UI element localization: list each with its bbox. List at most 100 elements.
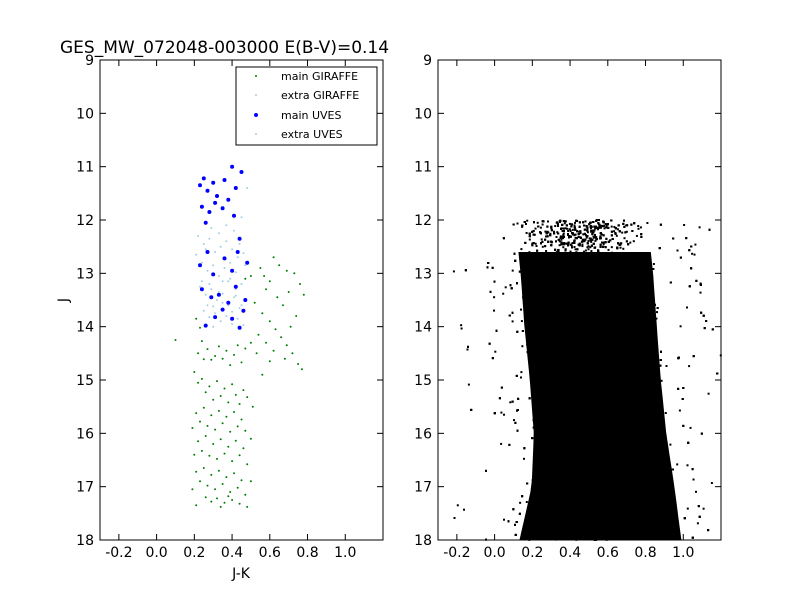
data-point: [238, 403, 241, 405]
data-point: [221, 483, 224, 485]
data-point: [223, 267, 226, 269]
legend-label-extra-giraffe: extra GIRAFFE: [281, 89, 359, 102]
data-point: [562, 237, 565, 240]
right-panel: -0.2 0.0 0.2 0.4 0.6 0.8 1.0 91011121314151617…: [414, 53, 722, 561]
data-point: [215, 194, 219, 198]
right-points: [452, 219, 722, 541]
data-point: [217, 275, 220, 277]
data-point: [205, 250, 210, 254]
data-point: [656, 311, 658, 314]
data-point: [205, 188, 210, 193]
data-point: [603, 227, 606, 230]
data-point: [558, 240, 561, 243]
data-point: [244, 429, 247, 432]
data-point: [200, 261, 203, 264]
data-point: [602, 243, 605, 246]
data-point: [240, 479, 243, 482]
data-point: [202, 309, 205, 312]
data-point: [528, 238, 531, 241]
data-point: [584, 220, 587, 223]
data-point: [232, 213, 236, 218]
data-point: [206, 348, 209, 351]
data-point: [613, 230, 616, 233]
data-point: [579, 232, 582, 235]
data-point: [688, 365, 691, 368]
data-point: [238, 243, 241, 245]
data-point: [233, 411, 235, 413]
data-point: [541, 223, 544, 226]
data-point: [199, 287, 204, 292]
data-point: [225, 240, 228, 243]
data-point: [556, 231, 559, 234]
data-point: [622, 247, 625, 250]
data-point: [200, 377, 203, 380]
data-point: [291, 352, 294, 355]
data-point: [240, 216, 243, 219]
data-point: [689, 426, 692, 429]
data-point: [590, 240, 593, 243]
data-point: [500, 411, 503, 414]
data-point: [208, 454, 211, 457]
data-point: [525, 232, 528, 234]
data-point: [592, 235, 595, 238]
data-point: [206, 484, 209, 487]
data-point: [255, 352, 258, 355]
data-point: [613, 226, 616, 228]
data-point: [204, 248, 207, 251]
data-point: [229, 430, 232, 433]
y-tick-label: 15: [76, 373, 94, 389]
data-point: [249, 275, 252, 277]
data-point: [195, 253, 198, 256]
data-point: [493, 296, 496, 299]
data-point: [214, 488, 217, 491]
data-point: [686, 507, 689, 510]
data-point: [222, 256, 227, 261]
y-tick-label: 13: [76, 266, 94, 282]
data-point: [244, 264, 247, 267]
data-point: [511, 320, 514, 323]
data-point: [533, 233, 536, 236]
data-point: [553, 230, 555, 233]
data-point: [244, 347, 247, 350]
data-point: [206, 424, 209, 427]
data-point: [204, 435, 207, 437]
data-point: [214, 251, 217, 253]
data-point: [589, 246, 592, 249]
data-point: [210, 473, 213, 476]
data-point: [610, 225, 613, 228]
data-point: [652, 263, 655, 265]
data-point: [212, 325, 215, 328]
data-point: [246, 463, 249, 466]
data-point: [236, 486, 239, 489]
data-point: [231, 248, 234, 251]
data-point: [520, 248, 523, 251]
data-point: [242, 389, 245, 392]
data-point: [210, 227, 213, 229]
data-point: [274, 328, 277, 331]
data-point: [463, 508, 465, 511]
data-point: [202, 243, 205, 245]
data-point: [249, 480, 252, 483]
data-point: [213, 315, 218, 320]
data-point: [219, 438, 222, 441]
data-point: [503, 413, 505, 416]
data-point: [276, 296, 279, 299]
data-point: [214, 312, 217, 315]
data-point: [233, 296, 235, 299]
data-point: [203, 323, 208, 328]
data-point: [693, 253, 696, 256]
data-point: [691, 252, 694, 255]
data-point: [208, 283, 211, 285]
data-point: [212, 305, 215, 308]
data-point: [502, 292, 505, 295]
data-point: [202, 467, 205, 469]
data-point: [263, 275, 266, 277]
data-point: [523, 457, 525, 460]
data-point: [573, 234, 576, 237]
data-point: [539, 226, 542, 229]
data-point: [676, 463, 679, 466]
data-point: [584, 249, 587, 252]
data-point: [285, 344, 288, 347]
data-point: [245, 260, 250, 265]
data-point: [265, 341, 267, 344]
